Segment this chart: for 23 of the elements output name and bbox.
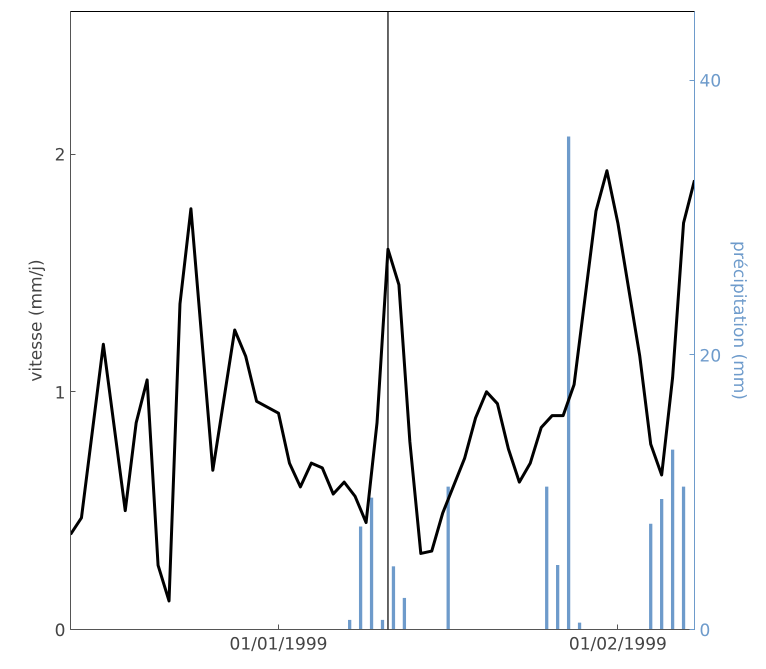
- y2-axis-title: précipitation (mm): [729, 241, 750, 400]
- x-tick-label: 01/02/1999: [568, 634, 667, 654]
- bar: [348, 620, 352, 630]
- bar: [556, 564, 560, 630]
- bar: [446, 486, 450, 630]
- y2-tick-label: 20: [700, 346, 722, 366]
- bar: [682, 486, 686, 630]
- y2-tick-label: 40: [700, 72, 722, 92]
- bar: [392, 566, 396, 630]
- bar: [660, 499, 664, 630]
- bar: [566, 136, 570, 630]
- y-tick-label: 1: [54, 383, 66, 404]
- bar: [402, 598, 406, 630]
- bar: [358, 526, 362, 630]
- y-tick-label: 0: [54, 621, 66, 641]
- x-tick-label: 01/01/1999: [230, 634, 328, 654]
- bar: [370, 498, 374, 630]
- y2-tick-label: 0: [700, 621, 710, 641]
- y-tick-label: 2: [54, 146, 66, 166]
- bar: [649, 524, 652, 630]
- bar: [545, 486, 548, 630]
- bar: [670, 450, 674, 630]
- y-axis-title: vitesse (mm/j): [26, 259, 47, 382]
